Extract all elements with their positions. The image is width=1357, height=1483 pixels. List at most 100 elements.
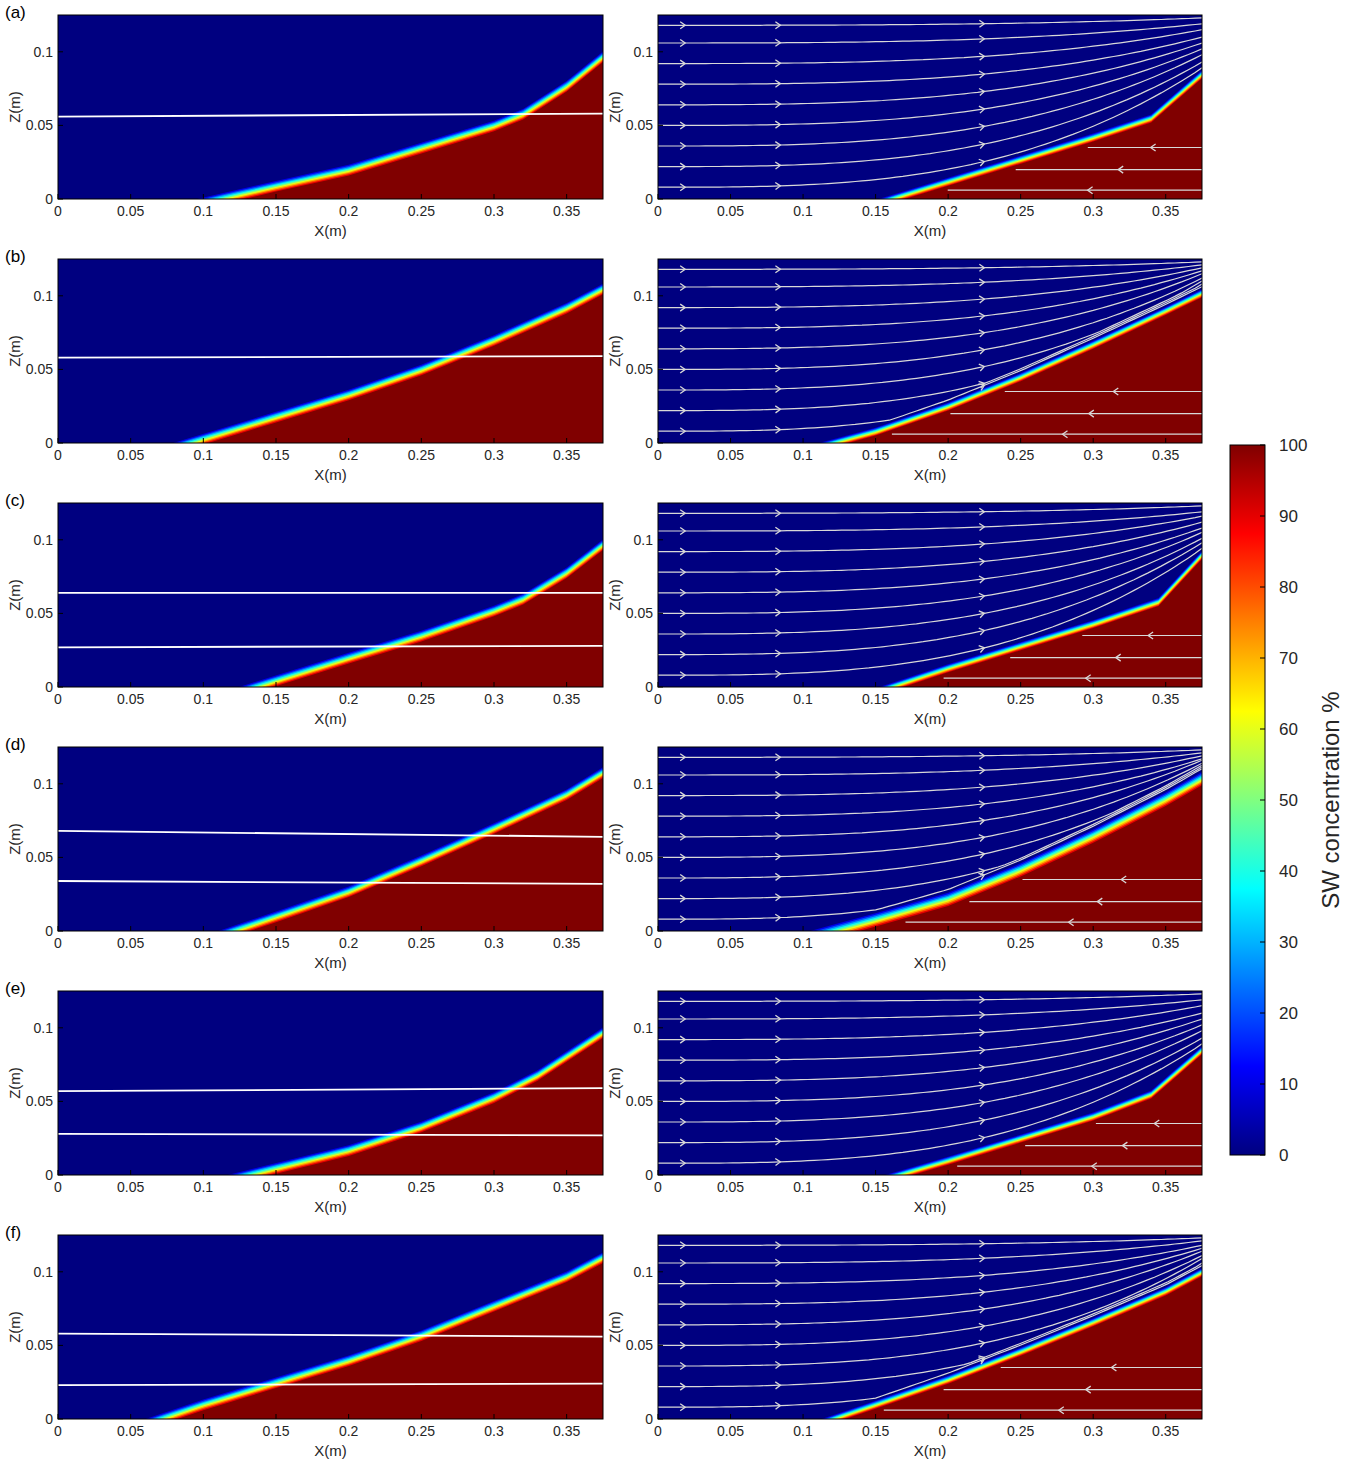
flow-arrow (979, 767, 984, 774)
x-tick (1165, 1170, 1166, 1175)
axes-frame (58, 259, 603, 443)
flow-arrow (775, 1056, 780, 1063)
y-tick (58, 443, 63, 444)
x-tick (203, 682, 204, 687)
flow-arrow (775, 754, 780, 761)
x-tick-label: 0.1 (194, 935, 214, 951)
y-tick (58, 1419, 63, 1420)
flow-arrow (979, 817, 985, 825)
x-tick-label: 0.25 (408, 1423, 435, 1439)
y-tick-label: 0 (645, 1167, 653, 1183)
x-tick (421, 1414, 422, 1419)
x-axis-title: X(m) (914, 222, 947, 239)
x-tick-label: 0 (54, 203, 62, 219)
flow-arrow (775, 1036, 780, 1043)
x-tick-label: 0.35 (553, 935, 580, 951)
y-tick (58, 1271, 63, 1272)
x-tick-label: 0.05 (717, 691, 744, 707)
flow-arrow (680, 548, 685, 555)
x-axis-title: X(m) (314, 466, 347, 483)
colorbar-tick-label: 80 (1279, 578, 1298, 597)
streamline (658, 1256, 1202, 1346)
x-tick-label: 0.25 (1007, 691, 1034, 707)
flow-arrow (1097, 898, 1102, 905)
x-tick-label: 0.25 (1007, 447, 1034, 463)
flow-arrow (680, 1260, 685, 1267)
y-tick (658, 1175, 663, 1176)
y-tick-label: 0.05 (626, 605, 653, 621)
saltwater-streamline (969, 901, 1202, 902)
x-tick (58, 1170, 59, 1175)
x-tick (348, 926, 349, 931)
flow-arrow (680, 184, 685, 191)
x-tick-label: 0.15 (262, 935, 289, 951)
x-tick-label: 0.05 (717, 203, 744, 219)
flow-arrow (979, 592, 985, 600)
flow-arrow (680, 569, 685, 576)
y-tick-label: 0.05 (26, 1337, 53, 1353)
streamline (658, 1019, 1202, 1081)
saltwater-streamline (944, 678, 1202, 679)
flow-arrow (775, 60, 780, 67)
flow-arrow (680, 122, 685, 129)
flow-arrow (680, 916, 685, 923)
x-tick-label: 0.15 (262, 1179, 289, 1195)
flow-arrow (979, 35, 984, 42)
flow-arrow (979, 558, 985, 565)
flow-arrow (775, 39, 780, 46)
x-tick (58, 926, 59, 931)
plot-area (58, 1235, 603, 1419)
streamline (658, 548, 1202, 675)
streamline (658, 994, 1202, 1001)
x-axis-title: X(m) (314, 954, 347, 971)
flow-arrow (979, 105, 985, 113)
y-tick (58, 1175, 63, 1176)
flow-arrow (979, 1240, 984, 1247)
x-tick (658, 1170, 659, 1175)
x-tick-label: 0.3 (484, 1179, 504, 1195)
flow-arrow (775, 1138, 780, 1145)
x-tick-label: 0.25 (1007, 203, 1034, 219)
white-line (58, 1088, 603, 1091)
x-tick (203, 1414, 204, 1419)
y-tick-label: 0 (45, 1411, 53, 1427)
flow-arrow (680, 387, 685, 394)
y-tick (658, 1101, 663, 1102)
x-tick-label: 0.15 (262, 1423, 289, 1439)
streamline (658, 1251, 1202, 1325)
flow-arrow (775, 266, 780, 273)
axes-frame (58, 991, 603, 1175)
x-tick-label: 0.1 (194, 203, 214, 219)
streamline (658, 1025, 1202, 1102)
y-tick (658, 1027, 663, 1028)
flow-arrow (680, 754, 685, 761)
streamline (658, 763, 1202, 857)
x-tick (421, 682, 422, 687)
x-tick (130, 926, 131, 931)
flow-arrow (979, 346, 985, 354)
x-tick-label: 0.15 (862, 1179, 889, 1195)
flow-arrow (979, 850, 985, 858)
flow-arrow (979, 867, 986, 875)
x-tick-label: 0 (654, 691, 662, 707)
y-tick (658, 613, 663, 614)
x-tick (494, 194, 495, 199)
flow-arrow (979, 279, 984, 286)
flow-arrow (979, 508, 984, 515)
axes-frame (658, 15, 1202, 199)
flow-arrow (775, 527, 780, 534)
flow-arrow (1088, 187, 1093, 194)
colorbar-tick-label: 60 (1279, 720, 1298, 739)
white-line (58, 1384, 603, 1385)
flow-arrow (979, 1323, 985, 1331)
x-tick-label: 0 (54, 1423, 62, 1439)
saltwater-streamline (1005, 391, 1202, 392)
x-tick-label: 0.15 (262, 691, 289, 707)
flow-arrow (680, 60, 685, 67)
flow-arrow (775, 385, 780, 392)
x-tick (130, 1414, 131, 1419)
figure: 00.050.10.150.20.250.30.3500.050.1X(m)Z(… (0, 0, 1357, 1483)
x-tick-label: 0.15 (862, 935, 889, 951)
panel-label: (f) (5, 1223, 21, 1242)
flow-arrow (775, 1077, 780, 1084)
